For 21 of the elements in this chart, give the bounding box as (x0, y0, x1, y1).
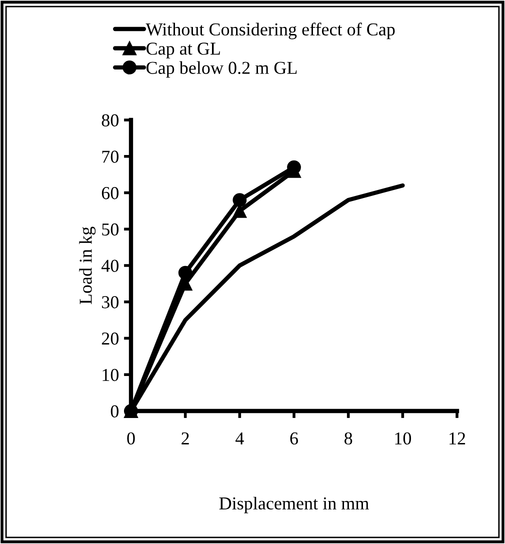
legend-label: Without Considering effect of Cap (146, 22, 395, 40)
x-tick-label: 12 (450, 432, 466, 444)
y-tick-label: 60 (102, 187, 119, 200)
x-tick-label: 8 (344, 432, 352, 445)
legend-label: Cap at GL (146, 42, 220, 58)
x-tick-label: 2 (182, 432, 189, 444)
x-tick-label: 6 (290, 432, 298, 445)
y-axis-title: Load in kg (79, 226, 96, 304)
x-tick-label: 4 (236, 432, 244, 444)
legend-label: Cap below 0.2 m GL (146, 61, 297, 78)
y-tick-label: 0 (110, 405, 119, 418)
x-tick-label: 10 (395, 432, 412, 445)
y-tick-label: 70 (102, 150, 119, 163)
y-tick-label: 50 (102, 223, 119, 236)
y-tick-label: 40 (101, 260, 119, 272)
y-tick-label: 20 (102, 332, 119, 345)
x-axis-title: Displacement in mm (219, 496, 369, 514)
x-tick-label: 0 (127, 432, 135, 445)
y-tick-label: 10 (102, 368, 119, 382)
y-tick-label: 80 (102, 114, 119, 126)
y-tick-label: 30 (102, 296, 119, 308)
